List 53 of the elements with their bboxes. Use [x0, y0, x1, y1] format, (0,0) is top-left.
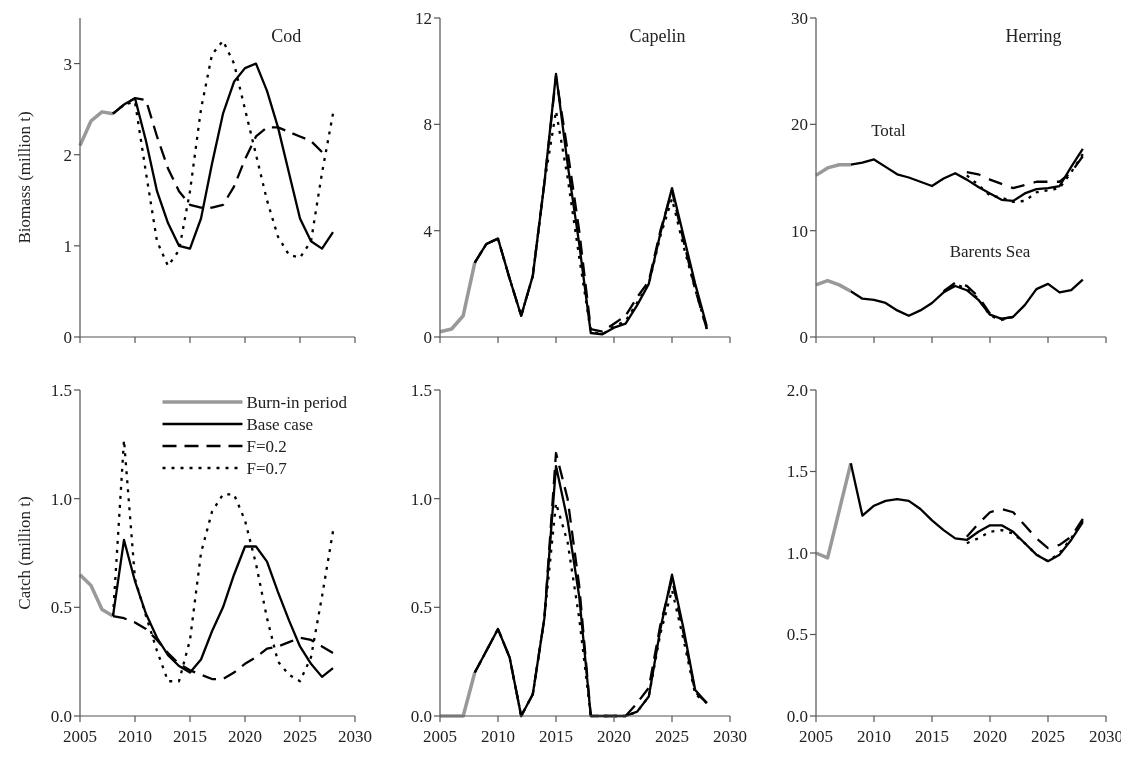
- text: Herring: [1005, 26, 1062, 46]
- y-tick-label: 3: [63, 54, 72, 74]
- y-tick-label: 2.0: [786, 380, 808, 400]
- y-tick-label: 4: [423, 221, 433, 241]
- y-tick-label: 1.5: [786, 462, 808, 482]
- x-tick-label: 2030: [338, 727, 372, 746]
- x-tick-label: 2010: [857, 727, 891, 746]
- y-tick-label: 12: [415, 8, 432, 28]
- x-tick-label: 2005: [423, 727, 457, 746]
- y-tick-label: 2: [63, 145, 72, 165]
- y-tick-label: 1.0: [410, 489, 432, 509]
- y-axis-title: Catch (million t): [15, 496, 34, 610]
- y-tick-label: 1.0: [786, 543, 808, 563]
- y-tick-label: 0.0: [786, 706, 808, 726]
- y-tick-label: 1.5: [410, 380, 432, 400]
- y-tick-label: 0.5: [786, 625, 808, 645]
- y-tick-label: 0: [423, 327, 432, 347]
- x-tick-label: 2015: [915, 727, 949, 746]
- legend-label: F=0.2: [246, 436, 287, 456]
- y-tick-label: 0.5: [410, 598, 432, 618]
- y-tick-label: 1.0: [50, 489, 72, 509]
- annotation: Barents Sea: [949, 242, 1031, 262]
- text: Cod: [271, 26, 302, 46]
- y-tick-label: 0: [63, 327, 72, 347]
- y-tick-label: 0.0: [50, 706, 72, 726]
- y-tick-label: 1.5: [50, 380, 72, 400]
- x-tick-label: 2010: [118, 727, 152, 746]
- y-tick-label: 0.0: [410, 706, 432, 726]
- x-tick-label: 2015: [173, 727, 207, 746]
- x-tick-label: 2025: [283, 727, 317, 746]
- y-tick-label: 0.5: [50, 598, 72, 618]
- y-tick-label: 30: [791, 8, 808, 28]
- y-tick-label: 8: [423, 115, 432, 135]
- annotation: Total: [871, 121, 907, 141]
- x-tick-label: 2015: [539, 727, 573, 746]
- text: Capelin: [629, 26, 686, 46]
- x-tick-label: 2020: [973, 727, 1007, 746]
- x-tick-label: 2020: [597, 727, 631, 746]
- x-tick-label: 2005: [799, 727, 833, 746]
- x-tick-label: 2005: [63, 727, 97, 746]
- x-tick-label: 2020: [228, 727, 262, 746]
- x-tick-label: 2025: [655, 727, 689, 746]
- legend-label: Base case: [246, 414, 314, 434]
- y-axis-title: Biomass (million t): [15, 111, 34, 244]
- x-tick-label: 2010: [481, 727, 515, 746]
- x-tick-label: 2030: [713, 727, 747, 746]
- y-tick-label: 10: [791, 221, 808, 241]
- y-tick-label: 20: [791, 115, 808, 135]
- legend-label: Burn-in period: [246, 392, 348, 412]
- y-tick-label: 1: [63, 236, 72, 256]
- legend-label: F=0.7: [246, 458, 288, 478]
- y-tick-label: 0: [799, 327, 808, 347]
- x-tick-label: 2025: [1031, 727, 1065, 746]
